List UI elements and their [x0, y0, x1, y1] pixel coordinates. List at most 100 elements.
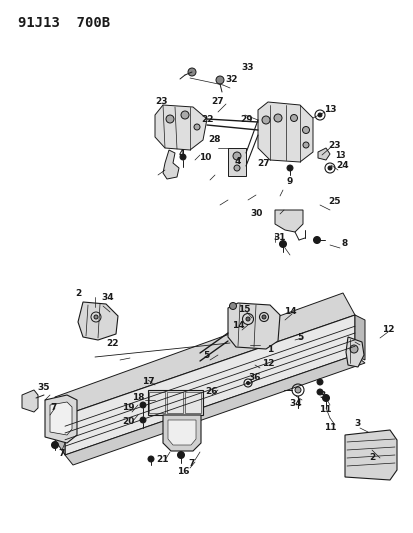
Text: 14: 14	[283, 308, 296, 317]
Text: 2: 2	[368, 454, 374, 463]
Text: 13: 13	[334, 150, 344, 159]
Circle shape	[316, 379, 322, 385]
Text: 11: 11	[318, 406, 330, 415]
Text: 15: 15	[237, 305, 249, 314]
Text: 36: 36	[248, 373, 261, 382]
Circle shape	[180, 111, 189, 119]
Text: 3: 3	[319, 391, 325, 400]
Text: 91J13  700B: 91J13 700B	[18, 16, 110, 30]
Text: 21: 21	[157, 455, 169, 464]
Circle shape	[294, 387, 300, 393]
Text: 4: 4	[234, 157, 241, 166]
Text: 12: 12	[261, 359, 273, 367]
Text: 23: 23	[155, 98, 168, 107]
Text: 7: 7	[188, 458, 195, 467]
Text: 27: 27	[257, 158, 270, 167]
Text: 33: 33	[241, 63, 254, 72]
Text: 16: 16	[176, 467, 189, 477]
Text: 35: 35	[38, 384, 50, 392]
Circle shape	[302, 126, 309, 133]
Text: 11: 11	[323, 423, 335, 432]
Circle shape	[233, 152, 240, 160]
Circle shape	[216, 76, 223, 84]
Circle shape	[349, 345, 357, 353]
Circle shape	[327, 166, 331, 170]
Text: 17: 17	[141, 377, 154, 386]
Circle shape	[316, 389, 322, 395]
Polygon shape	[354, 315, 364, 360]
Polygon shape	[274, 210, 302, 232]
Text: 3: 3	[354, 419, 360, 429]
Circle shape	[140, 402, 146, 408]
Text: 30: 30	[250, 208, 263, 217]
Polygon shape	[22, 390, 38, 412]
Text: 10: 10	[198, 154, 211, 163]
Text: 7: 7	[51, 403, 57, 413]
Polygon shape	[78, 302, 118, 340]
Text: 26: 26	[205, 387, 218, 397]
Circle shape	[313, 237, 320, 244]
Polygon shape	[65, 355, 364, 465]
Polygon shape	[50, 402, 72, 435]
Circle shape	[245, 317, 249, 321]
Text: 5: 5	[202, 351, 209, 359]
Text: 34: 34	[289, 399, 301, 408]
Circle shape	[194, 124, 199, 130]
Circle shape	[302, 142, 308, 148]
Text: 1: 1	[266, 345, 273, 354]
Text: 27: 27	[211, 96, 224, 106]
Text: 23: 23	[328, 141, 340, 149]
Text: 14: 14	[231, 320, 244, 329]
Polygon shape	[55, 293, 354, 415]
Text: 24: 24	[336, 160, 349, 169]
Polygon shape	[185, 392, 201, 413]
Circle shape	[229, 303, 236, 310]
Polygon shape	[344, 430, 396, 480]
Circle shape	[188, 68, 195, 76]
Circle shape	[140, 417, 146, 423]
Text: 22: 22	[107, 338, 119, 348]
Polygon shape	[228, 303, 279, 349]
Polygon shape	[45, 395, 77, 443]
Circle shape	[94, 315, 98, 319]
Text: 25: 25	[328, 198, 340, 206]
Circle shape	[147, 456, 154, 462]
Circle shape	[279, 240, 286, 247]
Text: 34: 34	[102, 293, 114, 302]
Circle shape	[261, 315, 266, 319]
Circle shape	[317, 113, 321, 117]
Circle shape	[322, 394, 329, 401]
Text: 29: 29	[240, 116, 253, 125]
Text: 20: 20	[121, 417, 134, 426]
Polygon shape	[317, 148, 329, 160]
Text: 4: 4	[178, 149, 185, 157]
Text: 31: 31	[273, 232, 285, 241]
Text: 19: 19	[121, 403, 134, 413]
Text: 28: 28	[208, 135, 221, 144]
Circle shape	[177, 451, 184, 458]
Polygon shape	[345, 337, 363, 367]
Circle shape	[233, 165, 240, 171]
Polygon shape	[257, 102, 312, 162]
Polygon shape	[149, 392, 165, 413]
Circle shape	[286, 165, 292, 171]
Text: 2: 2	[75, 288, 81, 297]
Polygon shape	[65, 315, 354, 455]
Text: 32: 32	[225, 76, 237, 85]
Text: 7: 7	[59, 448, 65, 457]
Circle shape	[166, 115, 173, 123]
Polygon shape	[154, 105, 206, 150]
Text: 8: 8	[341, 238, 347, 247]
Circle shape	[290, 115, 297, 122]
Polygon shape	[168, 420, 195, 445]
Text: 18: 18	[131, 393, 144, 402]
Polygon shape	[228, 148, 245, 176]
Polygon shape	[163, 150, 178, 179]
Text: 5: 5	[296, 334, 302, 343]
Polygon shape	[55, 397, 65, 455]
Circle shape	[246, 382, 249, 384]
Text: 9: 9	[286, 176, 292, 185]
Text: 22: 22	[201, 116, 214, 125]
Polygon shape	[166, 392, 183, 413]
Circle shape	[180, 154, 185, 160]
